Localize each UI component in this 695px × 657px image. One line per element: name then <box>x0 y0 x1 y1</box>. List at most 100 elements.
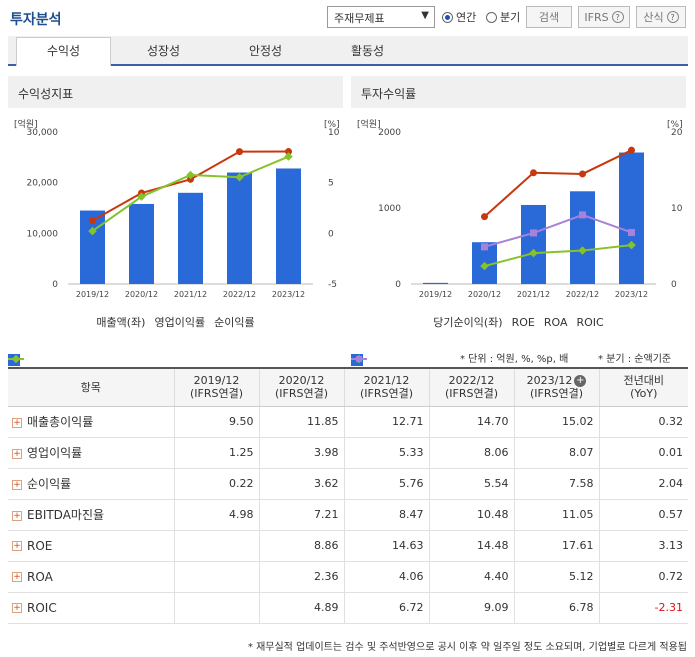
radio-quarter-label: 분기 <box>500 11 521 24</box>
table-row: + ROA 2.36 4.06 4.40 5.12 0.72 <box>8 561 688 593</box>
table-cell: 6.72 <box>343 592 429 624</box>
page-title: 투자분석 <box>10 12 62 28</box>
row-label: 영업이익률 <box>27 446 83 460</box>
row-label: 매출총이익률 <box>27 415 94 429</box>
ifrs-help-button[interactable]: IFRS ? <box>578 6 630 28</box>
row-label-cell[interactable]: + 순이익률 <box>8 468 174 500</box>
series-line <box>484 213 632 248</box>
x-tick-label: 2020/12 <box>468 290 501 299</box>
yoy-cell: 0.32 <box>598 406 688 438</box>
radio-quarter[interactable]: 분기 <box>486 9 520 25</box>
header-year: 2023/12 + (IFRS연결) <box>513 368 599 407</box>
row-label-cell[interactable]: + ROA <box>8 561 174 593</box>
row-label-cell[interactable]: + ROE <box>8 530 174 562</box>
expand-icon[interactable]: + <box>12 417 22 428</box>
expand-icon[interactable]: + <box>12 541 22 551</box>
table-cell: 2.36 <box>258 561 344 593</box>
table-row: + 매출총이익률 9.50 11.85 12.71 14.70 15.02 0.32 <box>8 406 688 438</box>
y-tick-label-left: 1000 <box>378 204 401 214</box>
legend-item[interactable]: ROE <box>351 314 535 362</box>
series-line <box>484 244 632 268</box>
x-tick-label: 2022/12 <box>566 290 599 299</box>
legend-item[interactable]: ROA <box>351 314 568 364</box>
legend-item[interactable]: 매출액(좌) <box>8 314 145 366</box>
formula-help-button[interactable]: 산식 ? <box>636 6 686 28</box>
table-cell: 5.12 <box>513 561 599 593</box>
y-tick-label-right: 20 <box>671 128 683 138</box>
row-label-cell[interactable]: + 영업이익률 <box>8 437 174 469</box>
legend-item[interactable]: 영업이익률 <box>8 314 205 362</box>
header-year: 2021/12 (IFRS연결) <box>343 368 429 407</box>
table-row: + 영업이익률 1.25 3.98 5.33 8.06 8.07 0.01 <box>8 437 688 469</box>
line-point <box>579 170 586 178</box>
tab-growth[interactable]: 성장성 <box>146 44 181 58</box>
table-row: + EBITDA마진율 4.98 7.21 8.47 10.48 11.05 0.57 <box>8 499 688 531</box>
chart-legend: 매출액(좌) 영업이익률 순이익률 <box>8 314 343 366</box>
tab-profitability[interactable]: 수익성 <box>16 37 111 66</box>
x-tick-label: 2021/12 <box>517 290 550 299</box>
radio-annual[interactable]: 연간 <box>442 9 476 25</box>
line-point <box>530 229 537 237</box>
row-label-cell[interactable]: + 매출총이익률 <box>8 406 174 438</box>
expand-icon[interactable]: + <box>12 603 22 613</box>
row-label: EBITDA마진율 <box>27 508 105 522</box>
y-tick-label-right: 5 <box>328 179 334 189</box>
row-label-cell[interactable]: + EBITDA마진율 <box>8 499 174 531</box>
yoy-cell: 2.04 <box>598 468 688 500</box>
header-year-label: 2020/12 <box>278 374 325 388</box>
x-tick-label: 2019/12 <box>419 290 452 299</box>
expand-icon[interactable]: + <box>12 510 22 521</box>
table-cell: 1.25 <box>173 437 259 469</box>
expand-icon[interactable]: + <box>12 448 22 459</box>
legend-item[interactable]: 당기순이익(좌) <box>351 314 503 366</box>
question-icon: ? <box>666 11 679 23</box>
line-point <box>481 243 488 251</box>
tab-stability[interactable]: 안정성 <box>248 44 283 58</box>
legend-item[interactable]: 순이익률 <box>8 314 255 364</box>
question-icon: ? <box>611 11 624 23</box>
y-tick-label-left: 30,000 <box>27 128 59 138</box>
legend-item[interactable]: ROIC <box>351 314 604 362</box>
search-button[interactable]: 검색 <box>526 6 572 28</box>
legend-label: 당기순이익(좌) <box>433 316 503 329</box>
row-label-cell[interactable]: + ROIC <box>8 592 174 624</box>
line-point <box>285 148 292 156</box>
profitability-chart-panel: 수익성지표 [억원] [%] 30,000 20,000 10,000 0 10 5 0 -5 20… <box>8 76 343 366</box>
y-tick-label-right: 0 <box>328 229 334 239</box>
header-year: 2022/12 (IFRS연결) <box>428 368 514 407</box>
header-yoy-label: 전년대비 <box>623 374 664 388</box>
expand-icon[interactable]: + <box>12 479 22 490</box>
table-cell <box>173 561 259 593</box>
yoy-cell: 0.57 <box>598 499 688 531</box>
expand-icon[interactable]: + <box>12 572 22 582</box>
legend-label: ROIC <box>576 315 604 329</box>
header-year: 2020/12 (IFRS연결) <box>258 368 344 407</box>
header-year-label: 2022/12 <box>448 374 495 388</box>
line-point <box>481 213 488 221</box>
line-point <box>530 169 537 177</box>
panel-title: 수익성지표 <box>8 76 343 108</box>
table-cell: 4.98 <box>173 499 259 531</box>
statement-select[interactable]: 주재무제표 ▼ <box>327 6 435 28</box>
formula-label: 산식 <box>643 11 664 24</box>
table-cell: 11.85 <box>258 406 344 438</box>
y-tick-label-right: 0 <box>671 280 677 290</box>
line-point <box>89 217 96 225</box>
header-year: 2019/12 (IFRS연결) <box>173 368 259 407</box>
expand-icon[interactable]: + <box>574 375 587 388</box>
line-point <box>187 175 194 183</box>
tab-activity[interactable]: 활동성 <box>350 44 385 58</box>
y-tick-label-left: 0 <box>52 280 58 290</box>
x-tick-label: 2023/12 <box>615 290 648 299</box>
header-year-label: 2021/12 <box>363 374 410 388</box>
x-tick-label: 2023/12 <box>272 290 305 299</box>
table-cell: 8.86 <box>258 530 344 562</box>
yoy-cell: 3.13 <box>598 530 688 562</box>
table-cell: 4.89 <box>258 592 344 624</box>
header-item: 항목 <box>8 368 174 407</box>
row-label: ROA <box>27 569 53 584</box>
line-point <box>235 172 244 182</box>
x-tick-label: 2022/12 <box>223 290 256 299</box>
table-cell <box>173 530 259 562</box>
legend-label: ROA <box>543 315 568 329</box>
